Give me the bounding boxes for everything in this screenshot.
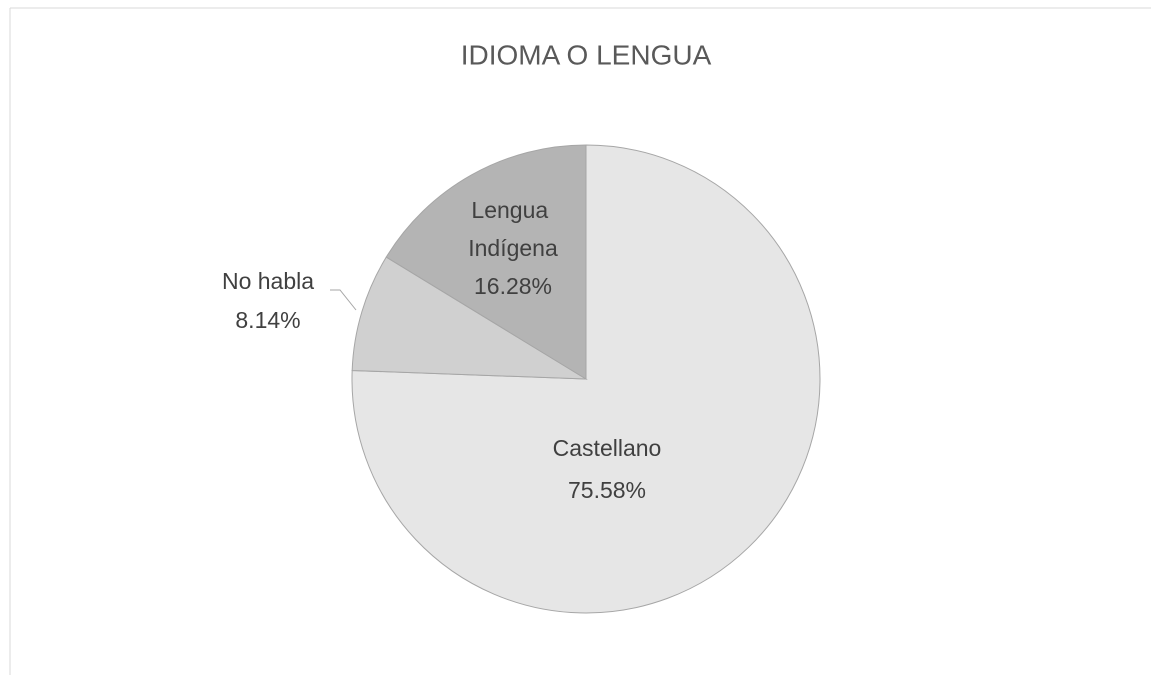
pie-slice: [385, 144, 587, 380]
chart-title: IDIOMA O LENGUA: [461, 39, 712, 70]
value-label: 75.58%: [568, 477, 646, 503]
leader-line: [330, 289, 357, 311]
pie-slice: [351, 256, 588, 380]
slice-label: No habla: [222, 268, 314, 294]
value-label: 8.14%: [235, 307, 300, 333]
slice-label: Castellano: [553, 435, 662, 461]
value-label: 16.28%: [474, 273, 552, 299]
slice-label: Lengua Indígena: [468, 197, 558, 261]
